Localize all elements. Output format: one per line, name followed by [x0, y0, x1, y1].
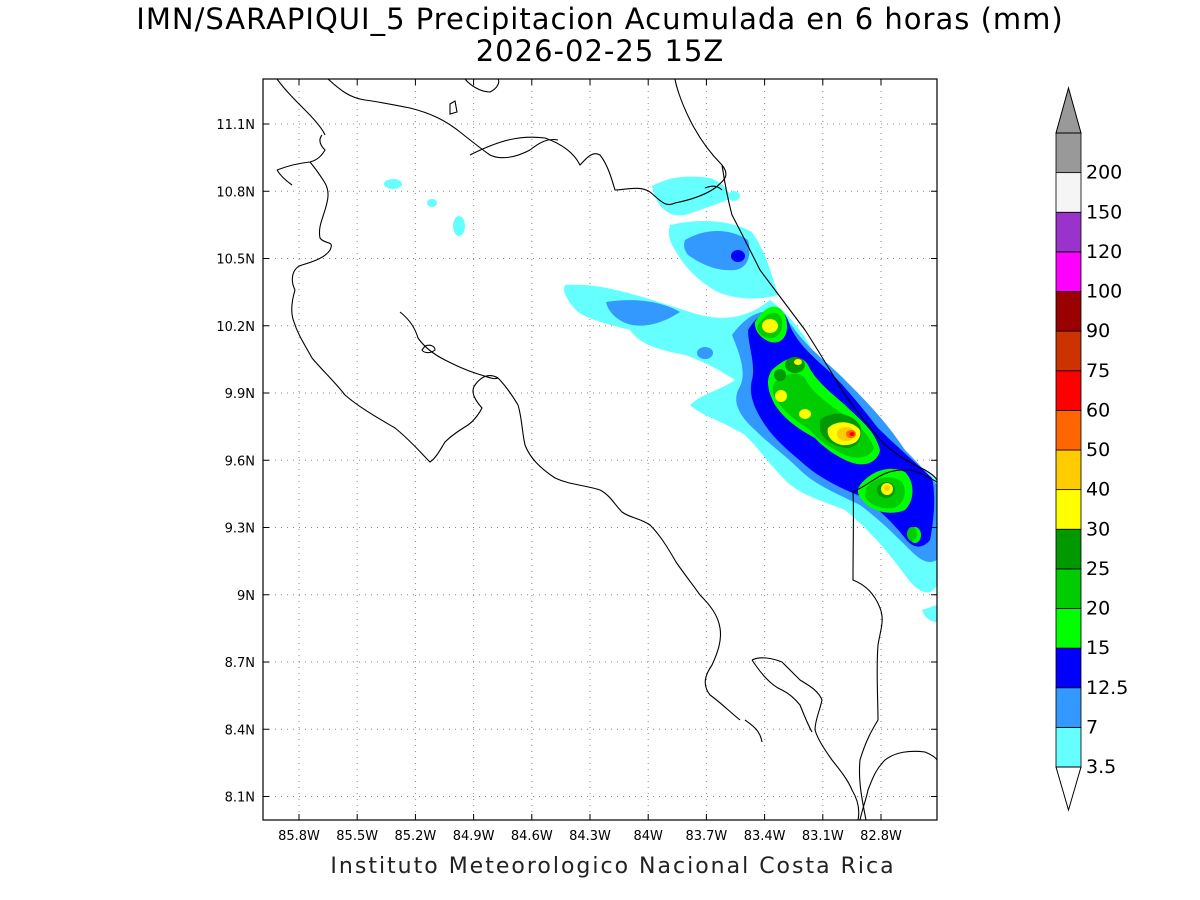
colorbar-level-label: 40	[1086, 479, 1110, 501]
colorbar-swatch	[1055, 528, 1082, 570]
colorbar-swatch	[1055, 132, 1082, 174]
lon-tick-label: 84W	[633, 829, 663, 844]
lat-tick-label: 8.4N	[225, 723, 255, 738]
colorbar-level-label: 3.5	[1086, 756, 1116, 778]
lat-tick-label: 9.9N	[225, 387, 255, 402]
lat-tick-label: 10.2N	[216, 320, 255, 335]
lat-tick-label: 9.6N	[225, 454, 255, 469]
colorbar-max-arrow	[1055, 86, 1082, 134]
colorbar-level-label: 200	[1086, 162, 1122, 184]
lon-tick-label: 83.7W	[685, 829, 727, 844]
lon-tick-label: 84.3W	[569, 829, 611, 844]
lat-tick-label: 10.5N	[216, 253, 255, 268]
colorbar-level-label: 100	[1086, 281, 1122, 303]
colorbar-level-label: 12.5	[1086, 677, 1128, 699]
lat-tick-label: 8.7N	[225, 656, 255, 671]
colorbar-swatch	[1055, 449, 1082, 491]
lon-tick-label: 83.4W	[744, 829, 786, 844]
chart-title: IMN/SARAPIQUI_5 Precipitacion Acumulada …	[136, 2, 1064, 36]
colorbar-level-label: 150	[1086, 201, 1122, 223]
credit-footer: Instituto Meteorologico Nacional Costa R…	[330, 854, 896, 879]
colorbar-swatch	[1055, 211, 1082, 253]
colorbar-level-label: 50	[1086, 439, 1110, 461]
colorbar-swatch	[1055, 568, 1082, 609]
colorbar-swatch	[1055, 726, 1082, 768]
colorbar-swatch	[1055, 409, 1082, 451]
colorbar-level-label: 25	[1086, 558, 1110, 580]
colorbar-level-label: 20	[1086, 598, 1110, 620]
lon-tick-label: 84.6W	[511, 829, 553, 844]
colorbar-swatch	[1055, 330, 1082, 372]
lon-tick-label: 85.2W	[394, 829, 436, 844]
colorbar-swatch	[1055, 687, 1082, 728]
coastlines	[276, 79, 937, 820]
colorbar-legend: 3.5 7 12.5 15 20 25 30 40 50 60 75 90 100 120 150 200	[1055, 86, 1128, 812]
colorbar-level-label: 75	[1086, 360, 1110, 382]
lon-tick-label: 83.1W	[802, 829, 844, 844]
colorbar-swatch	[1055, 172, 1082, 213]
colorbar-swatch	[1055, 291, 1082, 332]
lon-tick-label: 85.8W	[278, 829, 320, 844]
colorbar-level-label: 90	[1086, 320, 1110, 342]
chart-datetime: 2026-02-25 15Z	[475, 34, 725, 68]
colorbar-swatch	[1055, 489, 1082, 530]
lon-tick-label: 84.9W	[453, 829, 495, 844]
colorbar-level-label: 30	[1086, 518, 1110, 540]
colorbar-swatch	[1055, 608, 1082, 649]
lat-tick-label: 9N	[237, 589, 255, 604]
precip-band-60	[849, 432, 855, 436]
colorbar-level-label: 15	[1086, 637, 1110, 659]
colorbar-swatch	[1055, 251, 1082, 292]
colorbar-level-label: 120	[1086, 241, 1122, 263]
colorbar-min-arrow	[1055, 766, 1082, 812]
map-grid	[263, 79, 937, 820]
map-axes: 11.1N 10.8N 10.5N 10.2N 9.9N 9.6N 9.3N 9N 8.7N 8.…	[216, 79, 937, 844]
lat-tick-label: 11.1N	[216, 118, 255, 133]
colorbar-swatch	[1055, 370, 1082, 411]
lon-tick-label: 85.5W	[336, 829, 378, 844]
colorbar-swatch	[1055, 647, 1082, 689]
colorbar-level-label: 60	[1086, 399, 1110, 421]
precip-field	[384, 176, 937, 622]
plot-frame	[262, 78, 938, 821]
lat-tick-label: 10.8N	[216, 185, 255, 200]
lon-tick-label: 82.8W	[860, 829, 902, 844]
precip-band-30	[762, 319, 893, 495]
colorbar-level-label: 7	[1086, 716, 1098, 738]
lat-tick-label: 8.1N	[225, 791, 255, 806]
lat-tick-label: 9.3N	[225, 522, 255, 537]
